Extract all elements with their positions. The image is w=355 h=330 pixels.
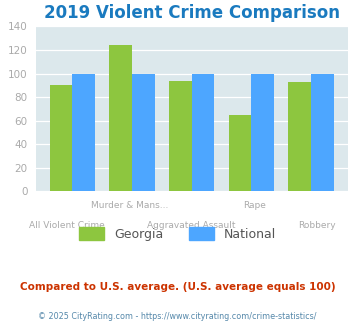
Bar xyxy=(288,82,311,191)
Bar xyxy=(132,74,155,191)
Text: Rape: Rape xyxy=(243,201,266,210)
Text: Murder & Mans...: Murder & Mans... xyxy=(91,201,168,210)
Bar xyxy=(229,115,251,191)
Bar xyxy=(109,45,132,191)
Bar xyxy=(169,81,192,191)
Text: All Violent Crime: All Violent Crime xyxy=(29,221,105,230)
Text: © 2025 CityRating.com - https://www.cityrating.com/crime-statistics/: © 2025 CityRating.com - https://www.city… xyxy=(38,312,317,321)
Legend: Georgia, National: Georgia, National xyxy=(79,227,276,241)
Text: Compared to U.S. average. (U.S. average equals 100): Compared to U.S. average. (U.S. average … xyxy=(20,282,335,292)
Text: Aggravated Assault: Aggravated Assault xyxy=(147,221,236,230)
Bar xyxy=(311,74,334,191)
Bar xyxy=(50,85,72,191)
Bar xyxy=(192,74,214,191)
Text: Robbery: Robbery xyxy=(298,221,335,230)
Bar xyxy=(72,74,95,191)
Bar xyxy=(251,74,274,191)
Title: 2019 Violent Crime Comparison: 2019 Violent Crime Comparison xyxy=(44,4,340,22)
